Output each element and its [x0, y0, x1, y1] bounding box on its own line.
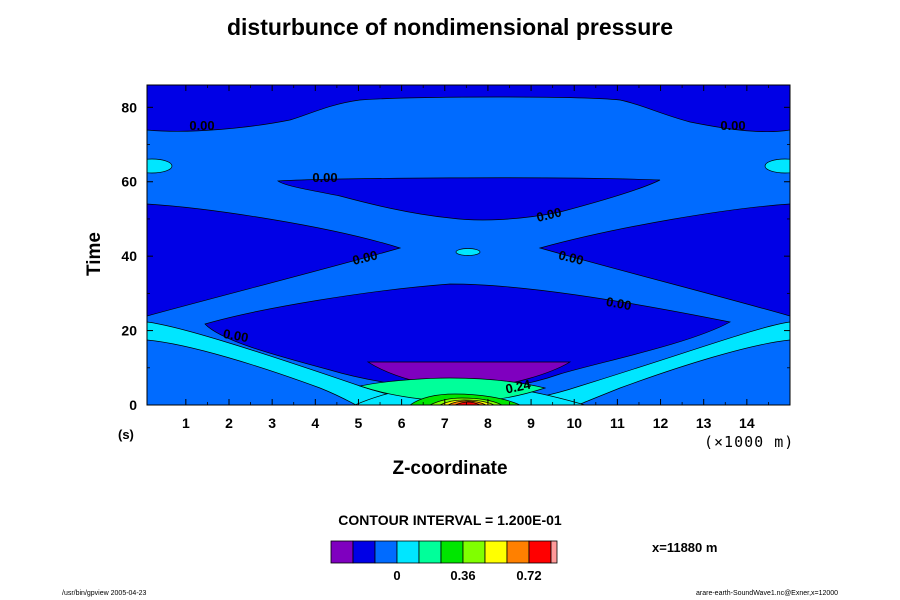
contour-fill-area [147, 85, 790, 405]
region-left-cyan-blob [147, 158, 173, 174]
contour-label: 0.00 [222, 326, 250, 345]
colorbar-tick-label: 0.72 [516, 568, 542, 583]
x-tick-label: 6 [398, 415, 406, 431]
contour-label: 0.24 [504, 376, 533, 396]
region-right-wedge [538, 203, 790, 317]
footer-right: arare-earth-SoundWave1.nc@Exner,x=12000 [696, 590, 839, 597]
x-tick-label: 14 [739, 415, 755, 431]
x-tick-label: 11 [610, 415, 625, 431]
colorbar-swatch [396, 540, 420, 564]
footer-left: /usr/bin/gpview 2005-04-23 [62, 590, 147, 597]
region-lower-triangle [204, 283, 732, 391]
colorbar-swatch [330, 540, 354, 564]
plot-frame [146, 84, 791, 406]
colorbar-swatch [550, 540, 558, 564]
contour-label: 0.00 [605, 294, 633, 313]
contour-label: 0.00 [189, 118, 214, 133]
region-center-upper-blob [276, 177, 661, 221]
contour-label: 0.00 [535, 204, 563, 225]
colorbar-swatch [484, 540, 508, 564]
chart-title: disturbunce of nondimensional pressure [226, 14, 673, 40]
x-tick-label: 1 [182, 415, 190, 431]
y-tick-label: 0 [129, 397, 137, 413]
colorbar-tick-label: 0 [393, 568, 401, 583]
x-tick-label: 3 [268, 415, 276, 431]
region-right-cyan-blob [764, 158, 790, 174]
y-tick-label: 80 [121, 99, 137, 115]
x-tick-label: 12 [653, 415, 669, 431]
x-tick-label: 4 [311, 415, 319, 431]
x-tick-label: 8 [484, 415, 492, 431]
x-tick-label: 2 [225, 415, 233, 431]
colorbar [330, 540, 558, 564]
region-left-wedge [147, 203, 402, 317]
region-right-inner-blue [577, 339, 790, 405]
x-tick-label: 5 [355, 415, 363, 431]
x-tick-label: 9 [527, 415, 535, 431]
y-tick-label: 40 [121, 248, 137, 264]
contour-label: 0.00 [557, 247, 585, 268]
x-tick-label: 7 [441, 415, 449, 431]
colorbar-swatch [374, 540, 398, 564]
region-top-band [147, 85, 790, 133]
x-tick-label: 13 [696, 415, 712, 431]
contour-labels: 0.00 0.00 0.00 0.00 0.00 0.00 0.00 0.00 0.24 [189, 118, 745, 397]
slice-position-text: x=11880 m [652, 540, 718, 555]
y-tick-label: 60 [121, 174, 137, 190]
y-axis-label: Time [84, 232, 105, 277]
colorbar-swatch [352, 540, 376, 564]
colorbar-tick-label: 0.36 [450, 568, 476, 583]
x-axis-unit: (×1000 m) [704, 433, 795, 451]
contour-label: 0.00 [312, 170, 337, 185]
x-axis-label: Z-coordinate [392, 458, 508, 479]
contour-label: 0.00 [351, 247, 379, 268]
region-center-cyan-blob [455, 248, 481, 256]
colorbar-swatch [418, 540, 442, 564]
region-left-inner-blue [147, 339, 357, 405]
y-axis-unit: (s) [118, 427, 134, 442]
region-bottom-red [454, 401, 481, 405]
contour-interval-text: CONTOUR INTERVAL = 1.200E-01 [338, 512, 562, 528]
contour-label: 0.00 [720, 118, 745, 133]
x-tick-label: 10 [566, 415, 582, 431]
colorbar-swatch [506, 540, 530, 564]
y-tick-label: 20 [121, 323, 137, 339]
colorbar-swatch [528, 540, 552, 564]
colorbar-swatch [440, 540, 464, 564]
colorbar-swatch [462, 540, 486, 564]
